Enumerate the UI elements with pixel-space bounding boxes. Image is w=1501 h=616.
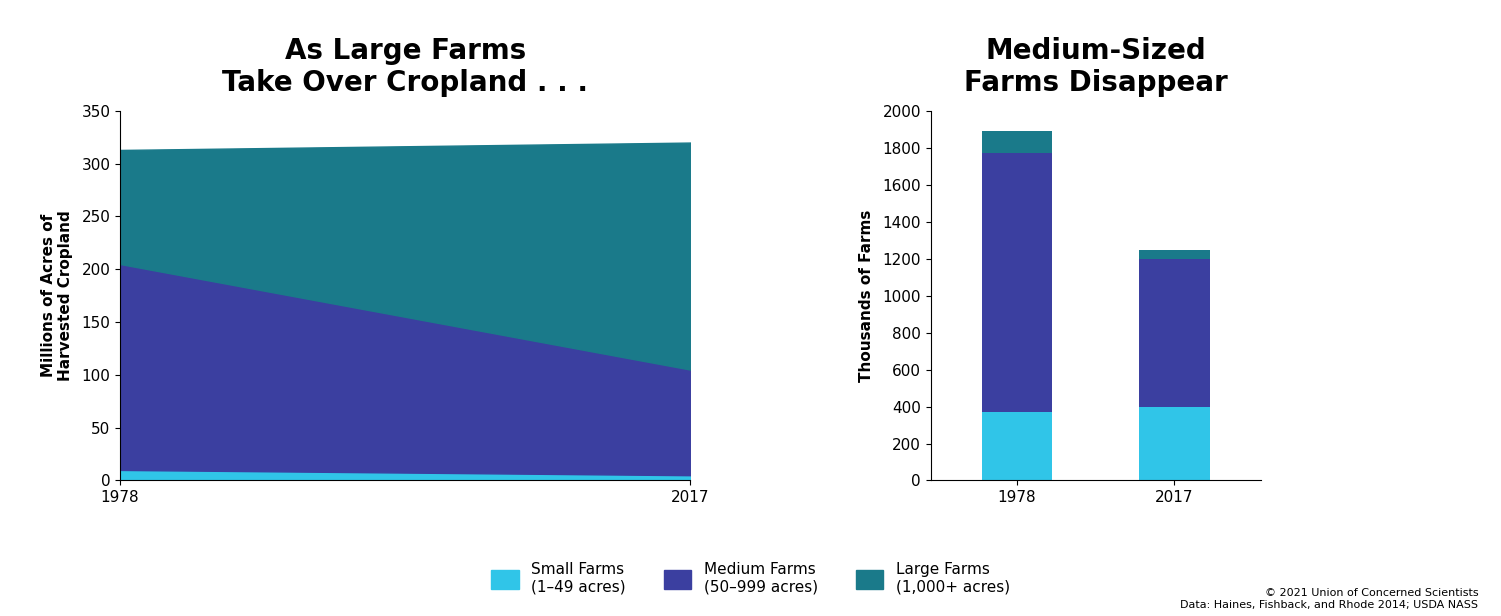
Bar [1139,407,1210,480]
Bar [1139,259,1210,407]
Y-axis label: Thousands of Farms: Thousands of Farms [859,209,874,382]
Bar [982,412,1052,480]
Y-axis label: Millions of Acres of
Harvested Cropland: Millions of Acres of Harvested Cropland [41,210,74,381]
Title: As Large Farms
Take Over Cropland . . .: As Large Farms Take Over Cropland . . . [222,37,588,97]
Bar [982,153,1052,412]
Text: © 2021 Union of Concerned Scientists
Data: Haines, Fishback, and Rhode 2014; USD: © 2021 Union of Concerned Scientists Dat… [1180,588,1478,610]
Title: Medium-Sized
Farms Disappear: Medium-Sized Farms Disappear [964,37,1228,97]
Bar [982,131,1052,153]
Bar [1139,251,1210,259]
Legend: Small Farms
(1–49 acres), Medium Farms
(50–999 acres), Large Farms
(1,000+ acres: Small Farms (1–49 acres), Medium Farms (… [483,554,1018,602]
